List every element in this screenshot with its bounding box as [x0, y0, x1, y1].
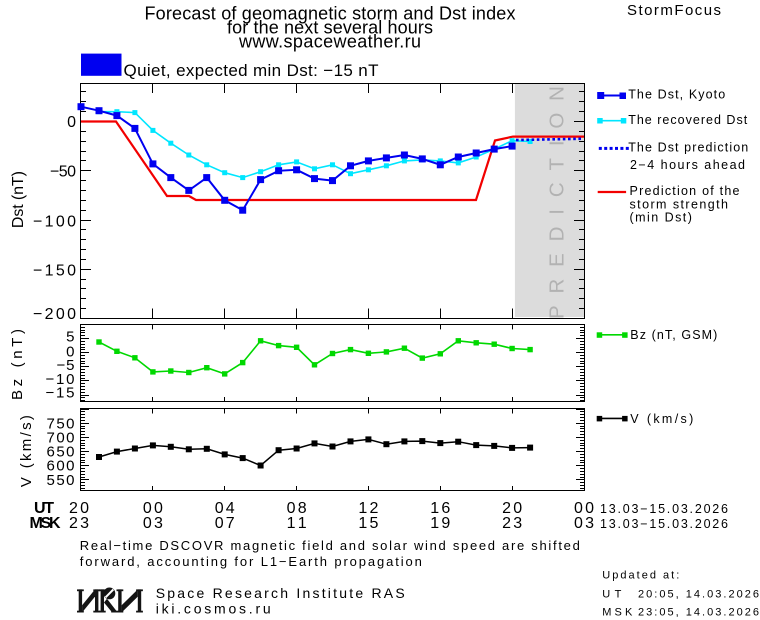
svg-text:Updated at:: Updated at:: [602, 569, 679, 581]
svg-text:750: 750: [47, 415, 75, 432]
svg-text:0: 0: [67, 114, 76, 131]
svg-text:5: 5: [66, 329, 74, 346]
svg-text:Quiet, expected min Dst: −15 n: Quiet, expected min Dst: −15 nT: [124, 61, 379, 80]
svg-text:Bz (nT): Bz (nT): [9, 329, 26, 400]
svg-text:13.03−15.03.2026: 13.03−15.03.2026: [600, 517, 728, 531]
svg-text:Dst (nT): Dst (nT): [10, 171, 27, 228]
svg-text:UT: UT: [34, 500, 54, 517]
svg-text:for the next several hours: for the next several hours: [227, 18, 433, 38]
svg-text:0: 0: [66, 344, 74, 361]
svg-text:(min Dst): (min Dst): [630, 211, 692, 225]
svg-text:Space Research Institute RAS: Space Research Institute RAS: [156, 585, 405, 601]
svg-text:The recovered Dst: The recovered Dst: [628, 113, 748, 127]
svg-text:−15: −15: [46, 385, 75, 402]
svg-text:−50: −50: [50, 164, 76, 181]
svg-text:StormFocus: StormFocus: [627, 2, 721, 19]
svg-text:700: 700: [47, 429, 75, 446]
svg-text:−5: −5: [57, 357, 75, 374]
svg-text:V (km/s): V (km/s): [630, 412, 693, 426]
svg-text:forward, accounting for L1−Ear: forward, accounting for L1−Earth propaga…: [80, 554, 422, 569]
svg-text:iki.cosmos.ru: iki.cosmos.ru: [156, 601, 271, 617]
svg-text:13.03−15.03.2026: 13.03−15.03.2026: [600, 502, 728, 516]
svg-text:600: 600: [47, 458, 75, 475]
svg-text:−10: −10: [46, 371, 75, 388]
svg-text:MSK: MSK: [30, 515, 61, 532]
svg-text:550: 550: [47, 472, 75, 489]
svg-text:23:05, 14.03.2026: 23:05, 14.03.2026: [638, 606, 759, 618]
svg-text:The Dst, Kyoto: The Dst, Kyoto: [628, 88, 725, 102]
svg-text:www.spaceweather.ru: www.spaceweather.ru: [238, 32, 421, 52]
svg-text:Forecast of geomagnetic storm: Forecast of geomagnetic storm and Dst in…: [145, 4, 516, 24]
svg-text:20:05, 14.03.2026: 20:05, 14.03.2026: [638, 588, 759, 600]
svg-text:650: 650: [47, 444, 75, 461]
svg-text:storm strength: storm strength: [630, 197, 729, 211]
svg-text:Real−time DSCOVR magnetic fiel: Real−time DSCOVR magnetic field and sola…: [80, 538, 580, 553]
svg-text:V (km/s): V (km/s): [18, 415, 35, 487]
svg-text:Bz (nT, GSM): Bz (nT, GSM): [630, 328, 717, 342]
svg-text:2−4 hours ahead: 2−4 hours ahead: [630, 158, 745, 172]
svg-text:MSK: MSK: [602, 606, 633, 618]
svg-text:The Dst prediction: The Dst prediction: [628, 141, 748, 155]
svg-text:Prediction of the: Prediction of the: [630, 184, 740, 198]
